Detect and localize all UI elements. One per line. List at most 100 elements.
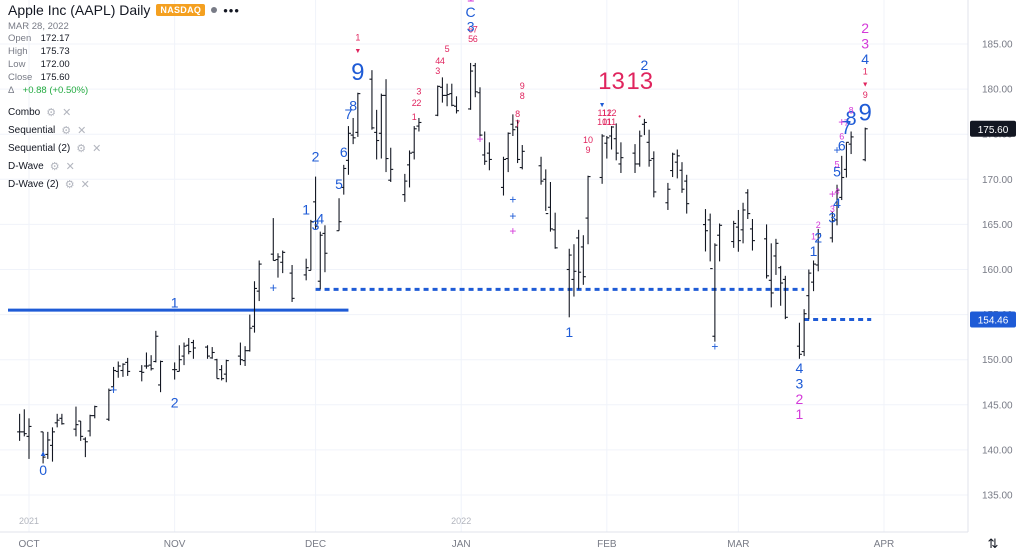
close-icon[interactable]: ✕ bbox=[62, 106, 72, 119]
ohlc-bar bbox=[834, 184, 840, 226]
annotation-label: 3 bbox=[416, 87, 421, 97]
ohlc-bar bbox=[768, 243, 774, 308]
ohlc-label: Low bbox=[8, 59, 26, 70]
close-icon[interactable]: ✕ bbox=[77, 124, 87, 137]
annotation-label: 9 bbox=[859, 100, 872, 127]
close-icon[interactable]: ✕ bbox=[65, 160, 75, 173]
annotation-label: 9 bbox=[586, 145, 591, 155]
annotation-label: 1 bbox=[302, 201, 310, 217]
ohlc-bar bbox=[796, 322, 802, 359]
symbol-title[interactable]: Apple Inc (AAPL) Daily bbox=[8, 2, 151, 18]
annotation-label: 4 bbox=[835, 187, 840, 197]
annotation-label: 2 bbox=[816, 220, 821, 230]
gear-icon[interactable]: ⚙ bbox=[61, 124, 72, 137]
annotation-label: ▲ bbox=[39, 449, 47, 458]
ohlc-bar bbox=[454, 96, 459, 114]
ohlc-bar bbox=[148, 355, 154, 371]
ohlc-bar bbox=[599, 134, 605, 184]
annotation-label: 2 bbox=[861, 20, 869, 36]
ohlc-bar bbox=[374, 109, 380, 160]
annotation-label: 3 bbox=[861, 36, 869, 52]
annotation-label: 5 bbox=[335, 176, 343, 192]
ohlc-bar bbox=[717, 223, 723, 262]
ohlc-bar bbox=[139, 365, 145, 382]
ohlc-bar bbox=[843, 141, 849, 178]
price-tick-label: 160.00 bbox=[982, 265, 1013, 276]
ohlc-value: 172.17 bbox=[40, 33, 70, 44]
ohlc-bar bbox=[801, 309, 807, 357]
ohlc-bar bbox=[740, 202, 746, 244]
ohlc-bar bbox=[618, 142, 624, 173]
ohlc-bar bbox=[519, 145, 525, 170]
ohlc-bar bbox=[350, 117, 356, 145]
ohlc-bar bbox=[609, 126, 615, 150]
ohlc-bar bbox=[674, 149, 680, 179]
ohlc-bar bbox=[341, 164, 347, 195]
indicator-d-wave[interactable]: D-Wave ⚙ ✕ bbox=[8, 157, 240, 175]
ohlc-bar bbox=[749, 218, 755, 251]
ohlc-bar bbox=[172, 362, 178, 380]
indicator-sequential-2[interactable]: Sequential (2) ⚙ ✕ bbox=[8, 139, 240, 157]
level-price-label: 154.46 bbox=[978, 315, 1009, 326]
time-tick-label: NOV bbox=[164, 539, 186, 550]
ohlc-bar bbox=[49, 427, 55, 462]
ohlc-bar bbox=[515, 119, 521, 164]
ohlc-bar bbox=[707, 213, 713, 270]
annotation-label: 5 bbox=[468, 34, 473, 44]
ohlc-bar bbox=[78, 420, 84, 441]
ohlc-bar bbox=[416, 117, 422, 132]
ohlc-bar bbox=[21, 409, 27, 437]
annotation-label: 8 bbox=[349, 98, 357, 114]
price-tick-label: 145.00 bbox=[982, 400, 1013, 411]
time-tick-label: FEB bbox=[597, 539, 617, 550]
annotation-label: 2 bbox=[814, 229, 822, 245]
annotation-label: 3 bbox=[312, 217, 320, 233]
time-tick-label: JAN bbox=[452, 539, 471, 550]
ohlc-bar bbox=[209, 347, 215, 359]
price-tick-label: 140.00 bbox=[982, 445, 1013, 456]
annotation-label: + bbox=[711, 340, 718, 354]
price-tick-label: 170.00 bbox=[982, 175, 1013, 186]
change-readout: Δ +0.88 (+0.50%) bbox=[8, 84, 240, 97]
annotation-label: + bbox=[829, 187, 836, 201]
gear-icon[interactable]: ⚙ bbox=[76, 142, 87, 155]
gear-icon[interactable]: ⚙ bbox=[64, 178, 75, 191]
ohlc-bar bbox=[571, 244, 577, 297]
annotation-label: 4 bbox=[796, 360, 804, 376]
reset-icon[interactable]: ⇅ bbox=[988, 537, 999, 552]
close-icon[interactable]: ✕ bbox=[80, 178, 90, 191]
ohlc-bar bbox=[308, 219, 314, 271]
annotation-label: 11 bbox=[597, 108, 606, 118]
gear-icon[interactable]: ⚙ bbox=[49, 160, 60, 173]
ohlc-bar bbox=[632, 144, 638, 173]
ohlc-bar bbox=[585, 175, 591, 245]
ohlc-bar bbox=[712, 243, 718, 342]
indicator-label: Sequential (2) bbox=[8, 142, 71, 154]
market-status-dot bbox=[211, 7, 218, 13]
indicator-d-wave-2[interactable]: D-Wave (2) ⚙ ✕ bbox=[8, 175, 240, 193]
annotation-label: 0 bbox=[39, 462, 47, 478]
ohlc-bar bbox=[576, 229, 582, 290]
gear-icon[interactable]: ⚙ bbox=[46, 106, 57, 119]
ohlc-bar bbox=[205, 345, 211, 359]
ohlc-bar bbox=[500, 156, 506, 196]
ohlc-bar bbox=[111, 366, 117, 391]
indicator-sequential[interactable]: Sequential ⚙ ✕ bbox=[8, 121, 240, 139]
ohlc-bar bbox=[505, 132, 511, 173]
ohlc-bar bbox=[280, 250, 286, 274]
ohlc-bar bbox=[45, 431, 51, 459]
ohlc-bar bbox=[125, 357, 131, 376]
indicator-combo[interactable]: Combo ⚙ ✕ bbox=[8, 103, 240, 121]
annotation-label: 6 bbox=[473, 34, 478, 44]
ohlc-bar bbox=[764, 224, 770, 279]
ohlc-bar bbox=[547, 182, 553, 232]
annotation-label: 13 bbox=[626, 68, 653, 95]
annotation-label: 8 bbox=[849, 105, 854, 115]
more-options-icon[interactable]: ••• bbox=[223, 2, 240, 18]
time-tick-label: DEC bbox=[305, 539, 326, 550]
ohlc-bar bbox=[862, 127, 868, 162]
annotation-label: 6 bbox=[468, 24, 473, 34]
ohlc-bar bbox=[303, 258, 309, 281]
close-icon[interactable]: ✕ bbox=[92, 142, 102, 155]
